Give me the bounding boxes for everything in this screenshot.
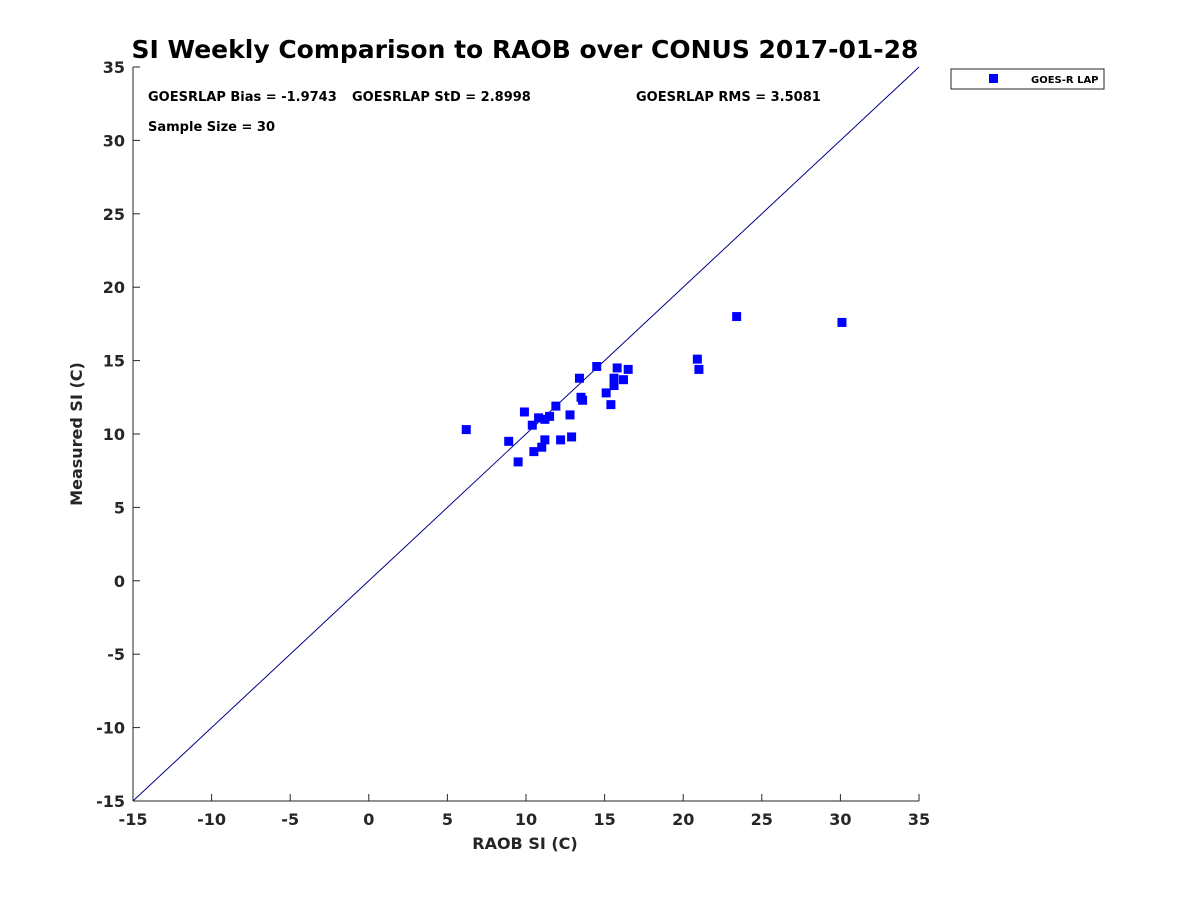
x-tick-label: -10 — [197, 810, 226, 829]
data-point — [618, 375, 628, 385]
data-point — [574, 373, 584, 383]
tick-marks — [132, 66, 920, 802]
std-annotation: GOESRLAP StD = 2.8998 — [352, 90, 531, 105]
data-point — [540, 435, 550, 445]
x-tick-label: 25 — [751, 810, 773, 829]
data-point — [623, 364, 633, 374]
data-point — [540, 414, 550, 424]
data-point — [567, 432, 577, 442]
data-point — [556, 435, 566, 445]
y-tick-labels: -15 -10 -5 0 5 10 15 20 25 30 35 — [96, 58, 125, 811]
y-tick-label: 10 — [103, 425, 125, 444]
x-tick-label: 20 — [672, 810, 694, 829]
data-point — [692, 354, 702, 364]
data-point — [578, 395, 588, 405]
data-point — [609, 381, 619, 391]
x-tick-label: 35 — [908, 810, 930, 829]
data-point — [592, 361, 602, 371]
data-point — [609, 373, 619, 383]
legend-marker-square-icon — [989, 74, 998, 83]
x-tick-label: -5 — [281, 810, 299, 829]
data-point — [534, 413, 544, 423]
data-point — [551, 401, 561, 411]
data-point — [527, 420, 537, 430]
y-axis-label: Measured SI (C) — [67, 362, 86, 506]
rms-annotation: GOESRLAP RMS = 3.5081 — [636, 90, 821, 105]
x-tick-label: 15 — [593, 810, 615, 829]
data-point — [519, 407, 529, 417]
y-tick-label: 30 — [103, 131, 125, 150]
data-point — [601, 388, 611, 398]
y-tick-label: 35 — [103, 58, 125, 77]
y-tick-label: 20 — [103, 278, 125, 297]
data-point — [545, 411, 555, 421]
data-points — [461, 312, 847, 467]
x-tick-label: -15 — [119, 810, 148, 829]
x-tick-label: 0 — [363, 810, 374, 829]
x-tick-labels: -15 -10 -5 0 5 10 15 20 25 30 35 — [119, 810, 931, 829]
data-point — [513, 457, 523, 467]
y-tick-label: 0 — [114, 572, 125, 591]
y-tick-label: 5 — [114, 498, 125, 517]
data-point — [837, 317, 847, 327]
chart-title: SI Weekly Comparison to RAOB over CONUS … — [132, 35, 919, 64]
x-tick-label: 5 — [442, 810, 453, 829]
data-point — [537, 442, 547, 452]
y-tick-label: -15 — [96, 792, 125, 811]
x-tick-label: 30 — [829, 810, 851, 829]
data-point — [565, 410, 575, 420]
reference-line-1-to-1 — [132, 66, 920, 802]
x-axis-label: RAOB SI (C) — [472, 834, 577, 853]
data-point — [732, 312, 742, 322]
bias-annotation: GOESRLAP Bias = -1.9743 — [148, 90, 337, 105]
y-tick-label: 15 — [103, 352, 125, 371]
data-point — [694, 364, 704, 374]
y-tick-label: -5 — [107, 645, 125, 664]
y-tick-label: 25 — [103, 205, 125, 224]
legend: GOES-R LAP — [950, 68, 1105, 90]
data-point — [504, 436, 514, 446]
x-tick-label: 10 — [515, 810, 537, 829]
data-point — [461, 425, 471, 435]
y-tick-label: -10 — [96, 719, 125, 738]
data-point — [612, 363, 622, 373]
data-point — [529, 447, 539, 457]
data-point — [606, 400, 616, 410]
legend-entry: GOES-R LAP — [1031, 75, 1099, 86]
sample-size-annotation: Sample Size = 30 — [148, 120, 275, 135]
